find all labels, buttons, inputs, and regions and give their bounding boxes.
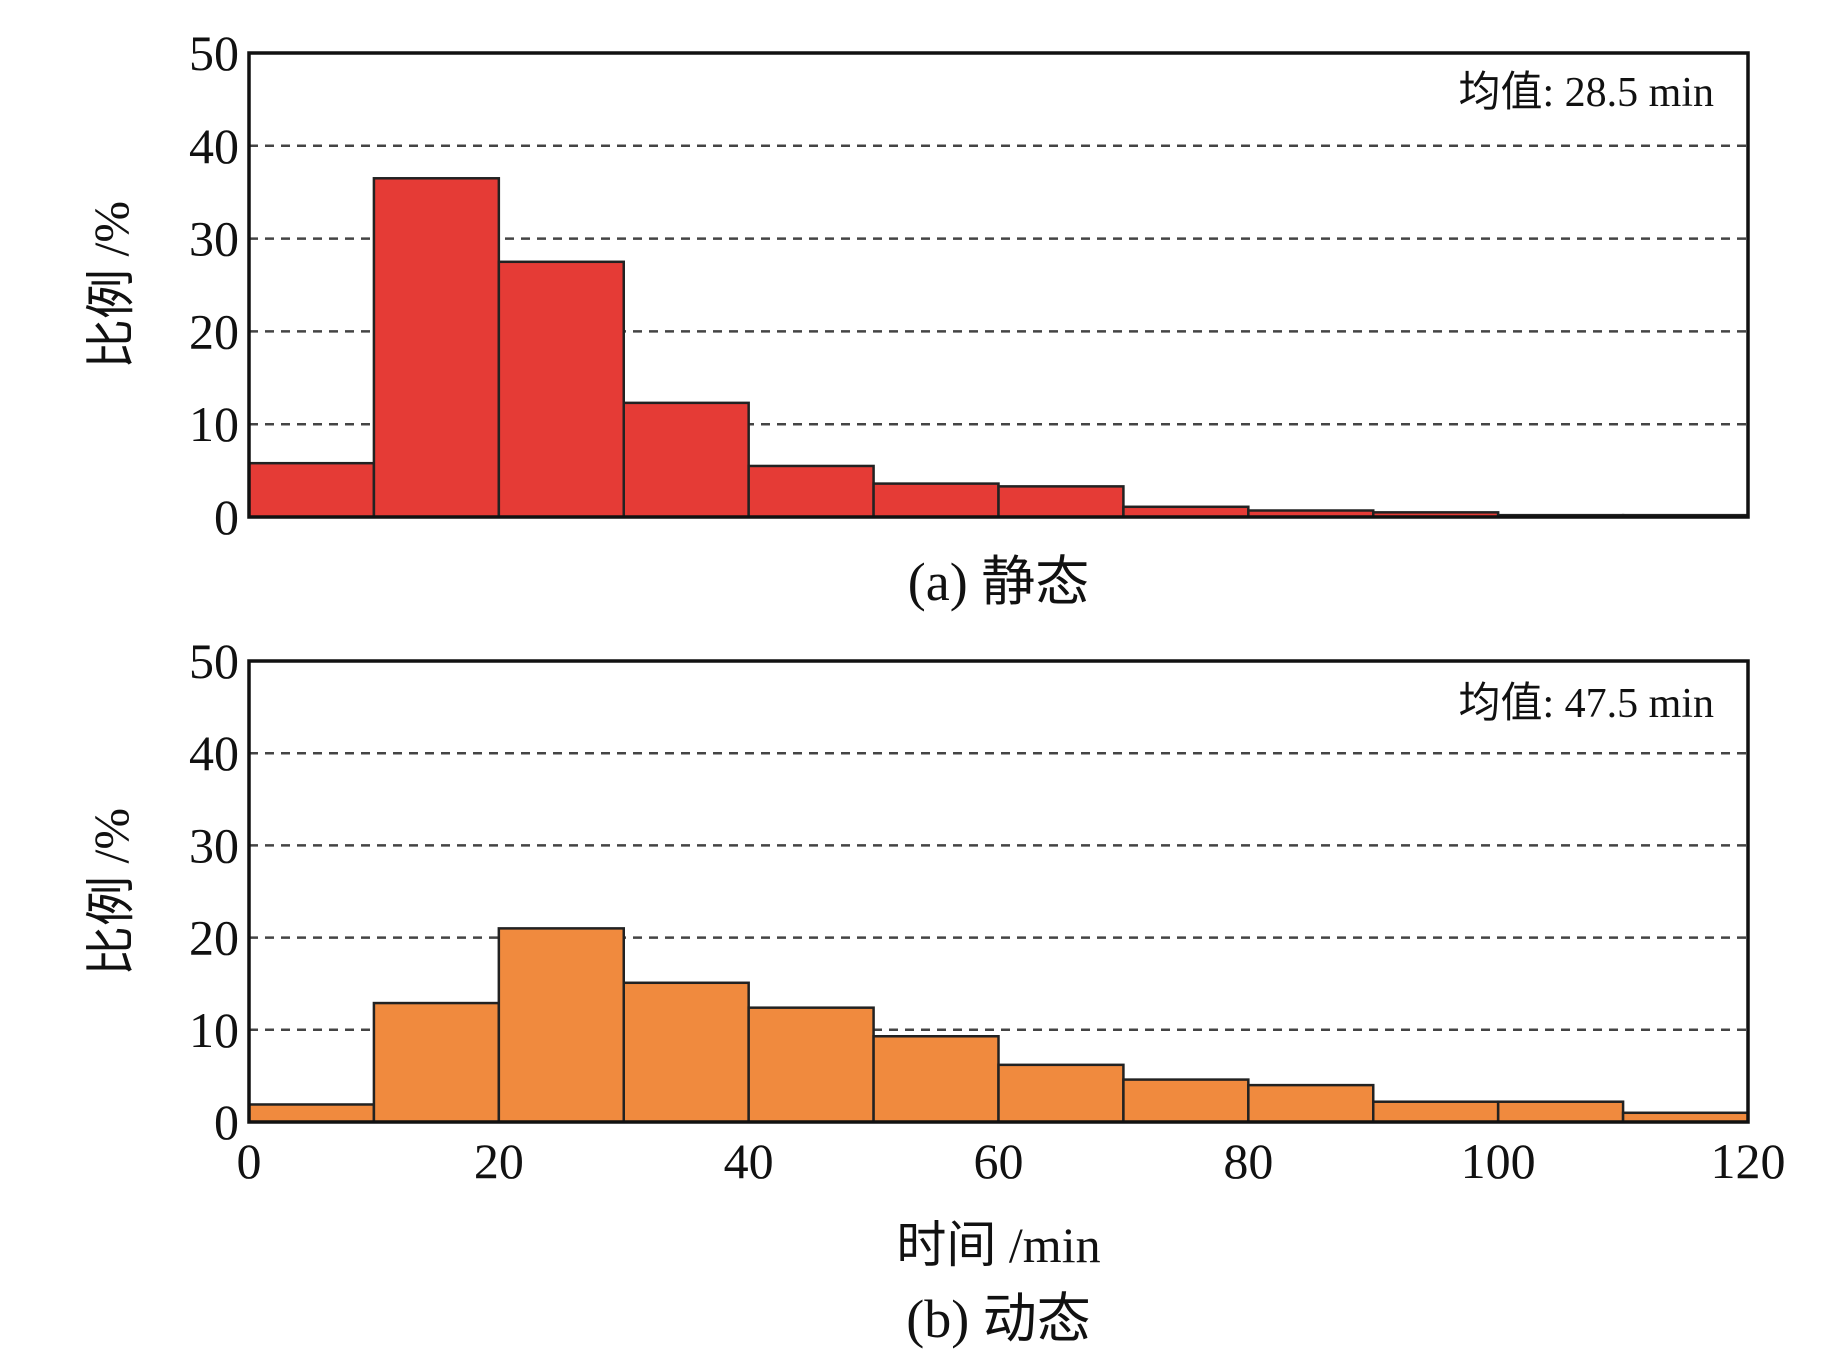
plot-frame: [247, 659, 1750, 1124]
y-tick-label: 40: [189, 118, 239, 174]
y-axis-title: 比例 /%: [83, 201, 139, 369]
histogram-bar: [1122, 1078, 1250, 1124]
histogram-bar: [497, 260, 626, 519]
y-tick-label: 20: [189, 303, 239, 359]
y-tick-label: 0: [214, 1094, 239, 1150]
y-tick-label: 50: [189, 25, 239, 81]
histogram-bar: [497, 927, 626, 1124]
histogram-bar: [1372, 1100, 1500, 1124]
histogram-bar: [872, 482, 1000, 519]
histogram-bar: [872, 1035, 1000, 1124]
x-tick-label: 20: [474, 1133, 524, 1189]
x-tick-label: 100: [1461, 1133, 1536, 1189]
histogram-bar: [372, 177, 501, 519]
histogram-bar: [997, 1063, 1125, 1124]
y-tick-label: 30: [189, 817, 239, 873]
histogram-bar: [247, 461, 376, 519]
histogram-bar: [1496, 1100, 1625, 1124]
plot-frame: [247, 51, 1750, 519]
y-tick-label: 0: [214, 489, 239, 545]
y-tick-label: 20: [189, 910, 239, 966]
histogram-bar: [1247, 1083, 1375, 1124]
x-tick-label: 0: [237, 1133, 262, 1189]
x-tick-label: 80: [1223, 1133, 1273, 1189]
panel-caption: (a) 静态: [908, 552, 1089, 612]
histogram-bar: [622, 981, 750, 1124]
y-tick-label: 10: [189, 396, 239, 452]
panel-static: 0 10 20 30 40 50 比例 /% 均值: 28.5 min (a) 静态: [83, 25, 1750, 612]
x-tick-label: 120: [1711, 1133, 1786, 1189]
mean-annotation: 均值: 47.5 min: [1458, 681, 1714, 727]
histogram-bar: [622, 401, 750, 519]
y-tick-label: 30: [189, 211, 239, 267]
panel-dynamic: 0 10 20 30 40 50 0 20 40 60 80 100 120 时间 /min 比例 /% 均值…: [83, 633, 1786, 1349]
x-axis-title: 时间 /min: [896, 1217, 1100, 1273]
y-tick-label: 10: [189, 1002, 239, 1058]
histogram-bar: [747, 464, 875, 519]
y-tick-label: 40: [189, 725, 239, 781]
panel-caption: (b) 动态: [906, 1289, 1090, 1349]
histogram-bar: [747, 1006, 875, 1124]
y-axis-title: 比例 /%: [83, 808, 139, 976]
y-tick-label: 50: [189, 633, 239, 689]
x-tick-label: 40: [724, 1133, 774, 1189]
histogram-bar: [997, 485, 1125, 519]
x-tick-label: 60: [974, 1133, 1024, 1189]
histogram-bar: [372, 1001, 501, 1124]
mean-annotation: 均值: 28.5 min: [1458, 70, 1714, 116]
histogram-bar: [247, 1103, 376, 1124]
